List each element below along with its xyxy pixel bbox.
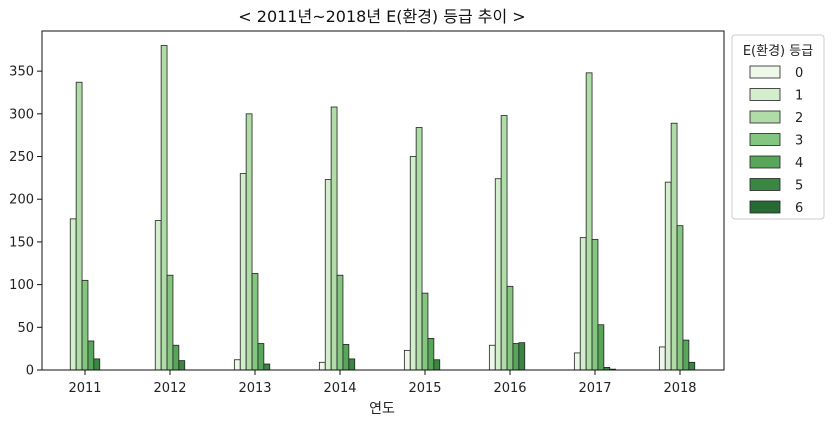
- bar-2012-grade-4: [172, 344, 180, 371]
- bar-2015-grade-5: [433, 359, 441, 371]
- bar-2018-grade-0: [658, 346, 666, 371]
- bar-2013-grade-5: [263, 363, 271, 371]
- bar-2011-grade-1: [69, 218, 77, 371]
- y-tick-label: 50: [17, 321, 34, 336]
- y-tick-label: 300: [9, 107, 34, 122]
- legend-swatch: [749, 178, 781, 191]
- bar-2015-grade-1: [409, 156, 417, 371]
- y-tick-label: 250: [9, 150, 34, 165]
- legend-entry-label: 1: [795, 89, 803, 104]
- chart-title: < 2011년~2018년 E(환경) 등급 추이 >: [238, 7, 525, 26]
- bar-2013-grade-3: [251, 273, 259, 371]
- bar-2014-grade-4: [342, 343, 350, 371]
- x-tick-label: 2018: [663, 381, 696, 396]
- bar-2011-grade-3: [81, 279, 89, 371]
- bar-2013-grade-1: [239, 173, 247, 371]
- y-tick-label: 150: [9, 235, 34, 250]
- bar-2014-grade-5: [348, 358, 356, 371]
- bar-2011-grade-5: [93, 358, 101, 371]
- legend-swatch: [749, 65, 781, 79]
- x-tick-label: 2014: [323, 381, 356, 396]
- bar-2011-grade-4: [87, 340, 95, 371]
- x-tick-label: 2012: [153, 381, 186, 396]
- legend: E(환경) 등급 0 1 2 3 4 5 6: [731, 34, 825, 220]
- bar-2018-grade-5: [688, 361, 696, 371]
- bar-2016-grade-1: [494, 178, 502, 371]
- bar-2017-grade-3: [591, 238, 599, 371]
- bar-2018-grade-4: [682, 339, 690, 371]
- x-tick-label: 2011: [68, 381, 101, 396]
- x-tick-label: 2015: [408, 381, 441, 396]
- legend-entry-label: 0: [795, 66, 803, 81]
- bar-2017-grade-4: [597, 324, 605, 371]
- bar-2012-grade-2: [160, 45, 168, 371]
- legend-swatch: [749, 88, 781, 101]
- bar-2014-grade-0: [318, 361, 326, 371]
- bar-2015-grade-3: [421, 292, 429, 371]
- plot-frame: [41, 30, 725, 371]
- bar-2018-grade-3: [676, 225, 684, 371]
- bar-2017-grade-0: [573, 352, 581, 371]
- bar-2017-grade-1: [579, 237, 587, 371]
- y-tick-label: 0: [26, 364, 34, 379]
- legend-swatch: [749, 110, 781, 124]
- legend-swatch: [749, 200, 781, 214]
- x-tick-label: 2013: [238, 381, 271, 396]
- bar-2016-grade-4: [512, 343, 520, 371]
- bar-2015-grade-4: [427, 338, 435, 371]
- bar-2011-grade-2: [75, 81, 83, 371]
- bar-2017-grade-2: [585, 72, 593, 371]
- x-axis-label: 연도: [369, 401, 395, 417]
- plot-area: 0 50 100 150 200 250 300 350 2011 2012 2013 2014 201…: [9, 30, 725, 396]
- bar-2013-grade-0: [233, 359, 241, 371]
- bar-2014-grade-2: [330, 106, 338, 371]
- bar-2014-grade-3: [336, 274, 344, 371]
- bar-2015-grade-0: [403, 349, 411, 371]
- y-tick-label: 100: [9, 278, 34, 293]
- bar-2016-grade-0: [488, 344, 496, 371]
- legend-entry-label: 2: [795, 111, 803, 126]
- legend-title: E(환경) 등급: [743, 44, 813, 59]
- x-tick-label: 2016: [493, 381, 526, 396]
- bar-2014-grade-1: [324, 179, 332, 371]
- bar-2012-grade-5: [178, 360, 186, 371]
- bar-2012-grade-3: [166, 274, 174, 371]
- bar-2013-grade-4: [257, 343, 265, 371]
- legend-entry-label: 5: [795, 179, 803, 194]
- legend-entry-label: 3: [795, 134, 803, 149]
- legend-entry-label: 4: [795, 156, 803, 171]
- bar-2012-grade-1: [154, 220, 162, 371]
- legend-swatch: [749, 133, 781, 146]
- legend-frame: [731, 34, 825, 220]
- x-tick-label: 2017: [578, 381, 611, 396]
- bar-2016-grade-5: [518, 342, 526, 371]
- y-tick-label: 200: [9, 193, 34, 208]
- bar-2016-grade-3: [506, 285, 514, 371]
- bar-2018-grade-2: [670, 122, 678, 371]
- bar-2013-grade-2: [245, 113, 253, 371]
- y-tick-label: 350: [9, 65, 34, 80]
- legend-entry-label: 6: [795, 201, 803, 216]
- bar-2018-grade-1: [664, 181, 672, 371]
- legend-swatch: [749, 155, 781, 169]
- bar-2016-grade-2: [500, 115, 508, 371]
- bar-2015-grade-2: [415, 127, 423, 371]
